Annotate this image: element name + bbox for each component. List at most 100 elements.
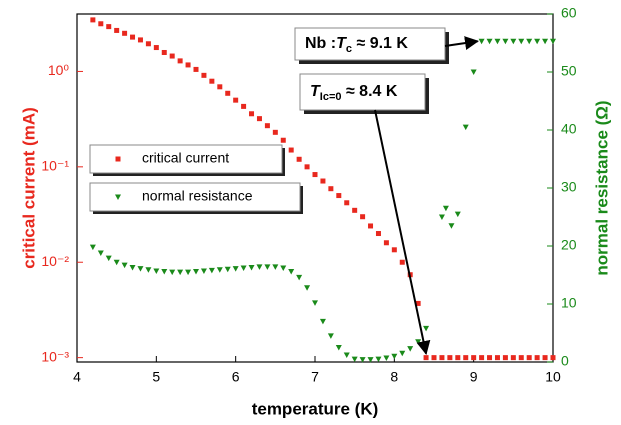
data-point <box>391 247 397 253</box>
data-point <box>280 137 286 143</box>
data-point <box>447 355 453 361</box>
data-point <box>360 214 366 220</box>
x-tick-label: 9 <box>470 369 478 385</box>
data-point <box>542 355 548 361</box>
data-point <box>217 84 223 90</box>
data-point <box>415 339 422 345</box>
data-point <box>375 231 381 237</box>
data-point <box>153 45 159 51</box>
data-point <box>280 265 287 272</box>
annotation-part: Ic=0 <box>320 91 342 103</box>
data-point <box>241 103 247 109</box>
data-point <box>502 38 509 45</box>
data-point <box>328 186 334 192</box>
x-axis-label: temperature (K) <box>252 399 379 418</box>
annotation-box <box>294 27 446 61</box>
data-point <box>454 211 461 218</box>
data-point <box>352 207 358 213</box>
annotation-text: TIc=0 ≈ 8.4 K <box>310 83 398 103</box>
y-axis-label: critical current (mA) <box>19 107 38 269</box>
data-point <box>442 205 449 212</box>
data-point <box>288 269 295 275</box>
annotation-part: c <box>346 43 352 55</box>
legend-marker <box>115 156 121 162</box>
data-point <box>161 49 167 55</box>
y2-axis-label: normal resistance (Ω) <box>592 100 611 275</box>
data-point <box>344 200 350 206</box>
data-point <box>185 62 191 68</box>
data-point <box>129 264 136 271</box>
data-point <box>550 38 556 45</box>
data-point <box>518 355 524 361</box>
y2-tick-label: 60 <box>561 5 577 21</box>
y2-tick-label: 30 <box>561 179 577 195</box>
legend-box <box>89 144 283 174</box>
data-point <box>248 264 255 271</box>
data-point <box>367 357 374 363</box>
data-point <box>368 223 374 229</box>
data-point <box>209 78 215 84</box>
data-point <box>526 355 532 361</box>
data-point <box>335 345 342 351</box>
data-point <box>169 269 176 276</box>
data-point <box>145 267 152 273</box>
x-tick-label: 10 <box>545 369 561 385</box>
data-point <box>272 129 278 135</box>
data-point <box>423 355 429 361</box>
annotation-arrow <box>374 109 431 356</box>
data-point <box>90 17 96 23</box>
data-point <box>312 172 318 178</box>
data-point <box>264 123 270 129</box>
data-point <box>448 223 455 229</box>
legend-marker <box>115 194 121 200</box>
data-point <box>471 355 477 361</box>
data-point <box>114 27 120 33</box>
data-point <box>216 267 223 273</box>
data-point <box>296 156 302 162</box>
data-point <box>399 350 406 357</box>
data-point <box>98 21 104 27</box>
legend-label: critical current <box>142 150 229 166</box>
annotation-part: ≈ 9.1 K <box>352 35 408 52</box>
legend-box <box>89 182 301 212</box>
data-point <box>375 356 382 363</box>
data-point <box>359 357 366 363</box>
data-point <box>336 193 342 199</box>
data-point <box>550 355 556 361</box>
y-tick-label: 10⁻² <box>41 253 69 269</box>
data-point <box>145 41 151 47</box>
data-point <box>224 266 231 273</box>
legend-label: normal resistance <box>142 188 253 204</box>
data-point <box>296 274 303 281</box>
y-tick-label: 10⁻¹ <box>41 158 69 174</box>
data-point <box>510 355 516 361</box>
data-point <box>264 264 271 270</box>
data-point <box>113 259 120 266</box>
data-point <box>130 34 136 40</box>
data-point <box>256 116 262 122</box>
data-point <box>438 214 445 220</box>
data-point <box>177 58 183 64</box>
data-point <box>201 72 207 78</box>
annotation-part: T <box>310 83 321 100</box>
annotation-part: T <box>336 35 347 52</box>
data-point <box>534 355 540 361</box>
data-point <box>455 355 461 361</box>
data-point <box>233 97 239 103</box>
data-point <box>415 300 421 306</box>
data-point <box>399 259 405 265</box>
data-point <box>272 264 279 270</box>
data-point <box>407 346 414 352</box>
data-point <box>161 269 168 275</box>
y2-tick-label: 0 <box>561 353 569 369</box>
data-point <box>137 266 144 272</box>
x-tick-label: 5 <box>152 369 160 385</box>
data-point <box>486 38 493 45</box>
data-point <box>542 38 549 45</box>
data-point <box>105 255 112 262</box>
data-point <box>89 244 96 251</box>
data-point <box>304 164 310 170</box>
data-point <box>343 352 350 359</box>
data-point <box>351 356 358 363</box>
data-point <box>232 266 239 272</box>
